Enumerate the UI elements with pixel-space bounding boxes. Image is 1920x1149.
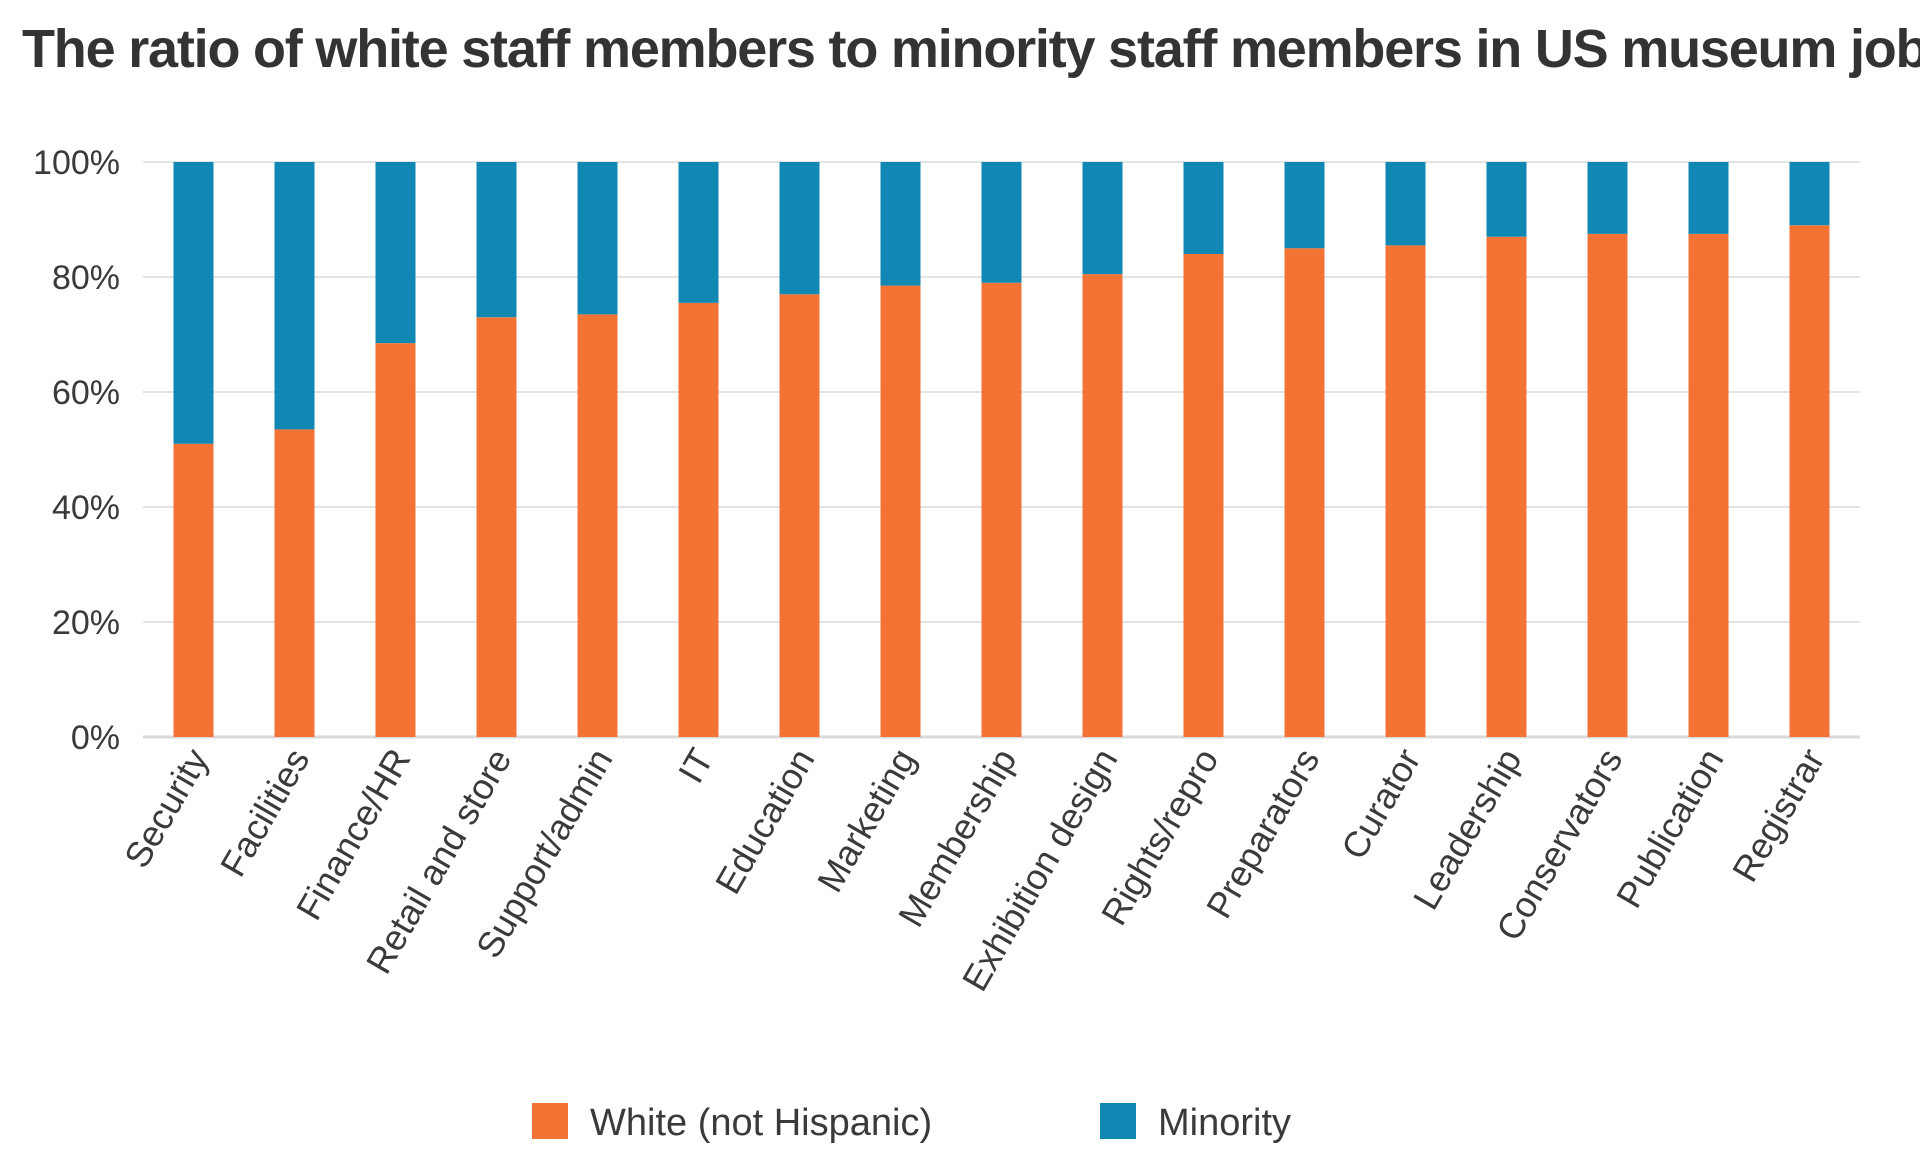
bar-minority bbox=[1688, 162, 1729, 234]
bar-minority bbox=[1183, 162, 1224, 254]
x-tick-label: Security bbox=[116, 742, 217, 875]
bar-minority bbox=[779, 162, 820, 295]
bars bbox=[173, 162, 1830, 737]
bar-white bbox=[1789, 225, 1830, 737]
bar-white bbox=[1385, 245, 1426, 737]
bar-minority bbox=[476, 162, 517, 318]
chart-title: The ratio of white staff members to mino… bbox=[22, 19, 1920, 79]
x-tick-label: Registrar bbox=[1724, 741, 1833, 888]
bar-minority bbox=[1284, 162, 1325, 249]
bar-minority bbox=[577, 162, 618, 315]
bar-white bbox=[981, 282, 1022, 737]
x-tick-label: Facilities bbox=[212, 742, 318, 884]
bar-white bbox=[1688, 233, 1729, 737]
bar-white bbox=[274, 429, 315, 737]
bar-white bbox=[779, 294, 820, 737]
bar-minority bbox=[880, 162, 921, 286]
y-tick-label: 40% bbox=[52, 489, 120, 527]
legend-label: Minority bbox=[1158, 1102, 1291, 1144]
bar-minority bbox=[375, 162, 416, 344]
bar-minority bbox=[678, 162, 719, 303]
bar-white bbox=[1082, 274, 1123, 737]
bar-white bbox=[375, 343, 416, 737]
legend: White (not Hispanic) Minority bbox=[532, 1102, 1291, 1144]
bar-minority bbox=[173, 162, 214, 444]
bar-white bbox=[1486, 236, 1527, 737]
bar-white bbox=[880, 285, 921, 737]
bar-minority bbox=[1385, 162, 1426, 246]
legend-label: White (not Hispanic) bbox=[590, 1102, 932, 1144]
y-axis-ticks: 0% 20% 40% 60% 80% 100% bbox=[33, 144, 120, 757]
legend-swatch bbox=[532, 1103, 568, 1139]
legend-swatch bbox=[1100, 1103, 1136, 1139]
bar-white bbox=[577, 314, 618, 737]
x-tick-label: Education bbox=[707, 742, 823, 901]
y-tick-label: 60% bbox=[52, 374, 120, 412]
bar-minority bbox=[1587, 162, 1628, 234]
bar-white bbox=[1183, 254, 1224, 737]
x-tick-label: Marketing bbox=[809, 742, 924, 899]
bar-minority bbox=[274, 162, 315, 430]
x-tick-label: IT bbox=[670, 741, 722, 789]
bar-white bbox=[1587, 233, 1628, 737]
bar-white bbox=[1284, 248, 1325, 737]
bar-minority bbox=[1486, 162, 1527, 237]
bar-white bbox=[476, 317, 517, 737]
y-tick-label: 0% bbox=[71, 719, 120, 757]
bar-minority bbox=[1082, 162, 1123, 275]
y-tick-label: 100% bbox=[33, 144, 120, 182]
bar-minority bbox=[1789, 162, 1830, 226]
y-tick-label: 20% bbox=[52, 604, 120, 642]
bar-white bbox=[173, 443, 214, 737]
y-tick-label: 80% bbox=[52, 259, 120, 297]
bar-minority bbox=[981, 162, 1022, 283]
x-tick-label: Curator bbox=[1333, 741, 1429, 865]
bar-white bbox=[678, 302, 719, 737]
